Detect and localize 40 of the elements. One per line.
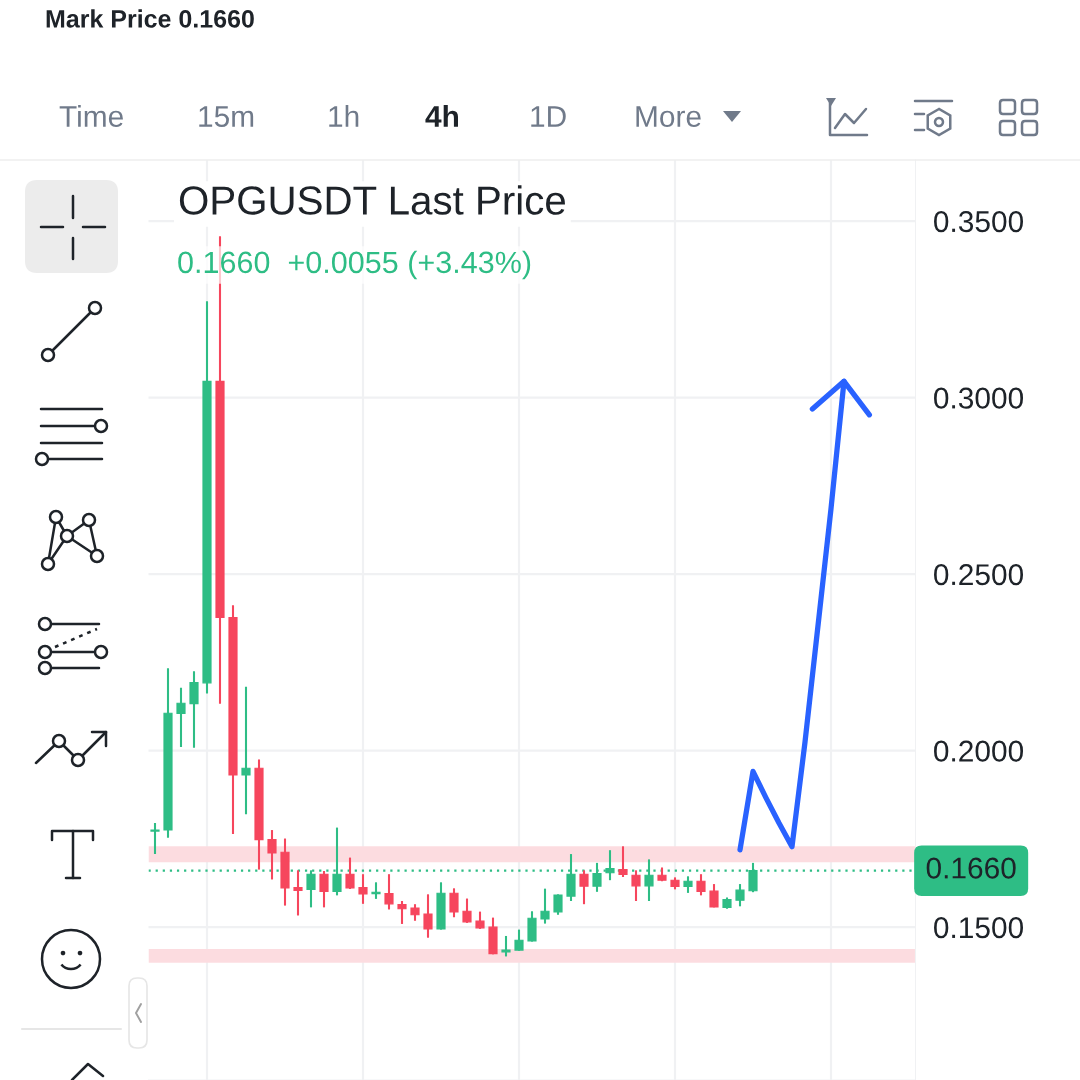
candlestick [462, 897, 472, 924]
text: Time [59, 105, 123, 128]
candlestick [501, 934, 511, 958]
candlestick [540, 887, 550, 925]
candlestick [384, 873, 394, 911]
candlestick [579, 869, 589, 906]
text: 4h [425, 105, 458, 127]
text: More [636, 106, 701, 128]
y-tick-label: 0.3500 [934, 211, 1024, 233]
candlestick [267, 829, 277, 881]
y-tick-label: 0.3000 [934, 387, 1024, 409]
candlestick [696, 873, 706, 897]
candlestick [527, 910, 537, 943]
candlestick [514, 928, 524, 952]
candlestick [709, 883, 719, 909]
candlestick [358, 873, 368, 905]
candlestick [618, 845, 628, 879]
candlestick [449, 887, 459, 919]
candlestick [189, 670, 199, 749]
candlestick [176, 686, 186, 749]
candlestick [345, 856, 355, 891]
candlestick [735, 883, 745, 908]
candlestick [423, 893, 433, 939]
candlestick [241, 685, 251, 816]
text: 0.1660 +0.0055 (+3.43%) [178, 250, 531, 280]
text: 1h [329, 105, 359, 127]
text: 1D [531, 106, 566, 127]
y-tick-label: 0.1500 [934, 917, 1024, 939]
text: 15m [199, 106, 254, 128]
candlestick [319, 869, 329, 909]
text: Mark Price 0.1660 [46, 9, 254, 28]
chart-title: OPGUSDT Last Price [179, 185, 565, 215]
candlestick [397, 899, 407, 925]
candlestick [150, 821, 160, 856]
y-tick-label: 0.2000 [934, 740, 1024, 762]
candlestick [631, 869, 641, 903]
y-tick-label: 0.2500 [934, 564, 1024, 586]
candlestick [293, 869, 303, 917]
candlestick [553, 893, 563, 916]
ref-line-label: 0.1660 [926, 857, 1016, 879]
